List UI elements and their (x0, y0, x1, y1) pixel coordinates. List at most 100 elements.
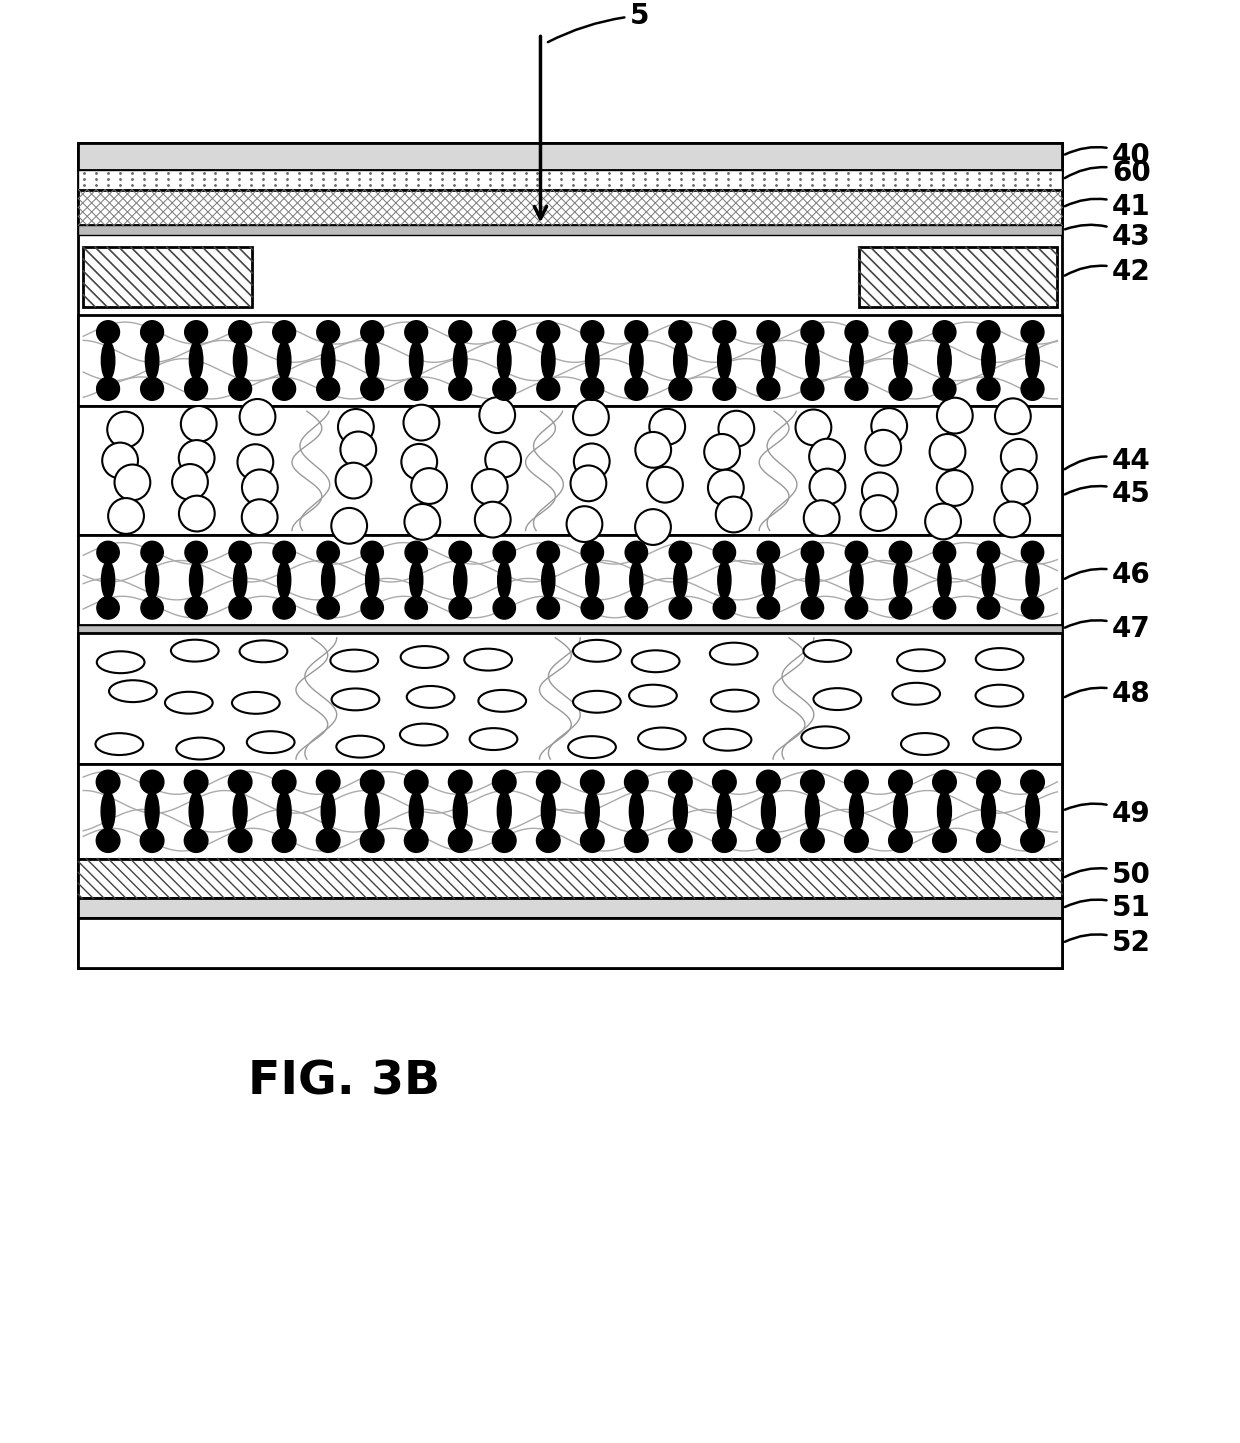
Ellipse shape (806, 561, 818, 599)
Ellipse shape (316, 320, 340, 343)
Ellipse shape (844, 378, 868, 400)
Ellipse shape (889, 828, 913, 853)
Ellipse shape (492, 320, 516, 343)
Ellipse shape (718, 791, 732, 831)
Ellipse shape (1025, 342, 1039, 380)
Ellipse shape (494, 597, 516, 619)
Ellipse shape (412, 468, 446, 504)
Ellipse shape (1021, 828, 1044, 853)
Ellipse shape (901, 733, 949, 755)
Ellipse shape (894, 342, 908, 380)
Ellipse shape (278, 342, 291, 380)
Ellipse shape (492, 771, 516, 794)
Ellipse shape (718, 561, 730, 599)
Bar (78, 143, 1063, 170)
Ellipse shape (179, 440, 215, 476)
Ellipse shape (366, 791, 379, 831)
Ellipse shape (801, 320, 823, 343)
Ellipse shape (713, 771, 737, 794)
Ellipse shape (494, 541, 516, 564)
Ellipse shape (140, 828, 164, 853)
Ellipse shape (233, 561, 247, 599)
Ellipse shape (185, 320, 207, 343)
Ellipse shape (239, 400, 275, 434)
Ellipse shape (709, 642, 758, 665)
Ellipse shape (454, 561, 466, 599)
Ellipse shape (537, 771, 560, 794)
Ellipse shape (479, 690, 526, 711)
Ellipse shape (570, 466, 606, 501)
Ellipse shape (937, 791, 951, 831)
Ellipse shape (708, 470, 744, 505)
Ellipse shape (339, 408, 373, 444)
Bar (78, 765, 1063, 859)
Ellipse shape (407, 685, 454, 709)
Ellipse shape (401, 646, 449, 668)
Ellipse shape (102, 791, 115, 831)
Ellipse shape (982, 791, 996, 831)
Text: 51: 51 (1065, 895, 1151, 922)
Ellipse shape (889, 541, 911, 564)
Ellipse shape (190, 791, 203, 831)
Ellipse shape (894, 561, 906, 599)
Ellipse shape (179, 495, 215, 531)
Ellipse shape (273, 541, 295, 564)
Bar (78, 535, 1063, 625)
Ellipse shape (846, 541, 868, 564)
Bar (78, 918, 1063, 968)
Ellipse shape (145, 791, 159, 831)
Ellipse shape (109, 680, 156, 703)
Ellipse shape (573, 639, 621, 662)
Ellipse shape (404, 378, 428, 400)
Ellipse shape (647, 468, 683, 502)
Ellipse shape (668, 378, 692, 400)
Ellipse shape (102, 561, 114, 599)
Ellipse shape (673, 342, 687, 380)
Ellipse shape (497, 791, 511, 831)
Ellipse shape (229, 597, 252, 619)
Ellipse shape (97, 828, 120, 853)
Ellipse shape (977, 771, 1001, 794)
Ellipse shape (630, 342, 644, 380)
Ellipse shape (635, 509, 671, 545)
Ellipse shape (97, 378, 119, 400)
Ellipse shape (801, 726, 849, 749)
Ellipse shape (361, 597, 383, 619)
Text: 45: 45 (1065, 479, 1151, 508)
Ellipse shape (470, 729, 517, 750)
Ellipse shape (176, 737, 224, 759)
Ellipse shape (449, 378, 471, 400)
Ellipse shape (331, 508, 367, 544)
Bar (858, 247, 1058, 307)
Ellipse shape (140, 378, 164, 400)
Text: 40: 40 (1065, 141, 1151, 170)
Text: 50: 50 (1065, 861, 1151, 889)
Ellipse shape (930, 434, 966, 470)
Ellipse shape (542, 561, 554, 599)
Ellipse shape (932, 320, 956, 343)
Ellipse shape (801, 541, 823, 564)
Ellipse shape (1021, 320, 1044, 343)
Ellipse shape (273, 597, 295, 619)
Ellipse shape (844, 828, 868, 853)
Ellipse shape (404, 771, 428, 794)
Ellipse shape (866, 430, 901, 466)
Text: 48: 48 (1065, 681, 1151, 709)
Ellipse shape (237, 444, 273, 481)
Ellipse shape (542, 342, 556, 380)
Bar (78, 899, 1063, 918)
Ellipse shape (102, 342, 115, 380)
Ellipse shape (95, 733, 143, 755)
Ellipse shape (632, 651, 680, 672)
Ellipse shape (713, 541, 735, 564)
Ellipse shape (409, 561, 423, 599)
Ellipse shape (454, 342, 467, 380)
Ellipse shape (185, 828, 208, 853)
Ellipse shape (316, 378, 340, 400)
Ellipse shape (242, 469, 278, 505)
Ellipse shape (573, 400, 609, 436)
Ellipse shape (582, 541, 604, 564)
Ellipse shape (145, 561, 159, 599)
Ellipse shape (801, 828, 825, 853)
Bar (78, 633, 1063, 765)
